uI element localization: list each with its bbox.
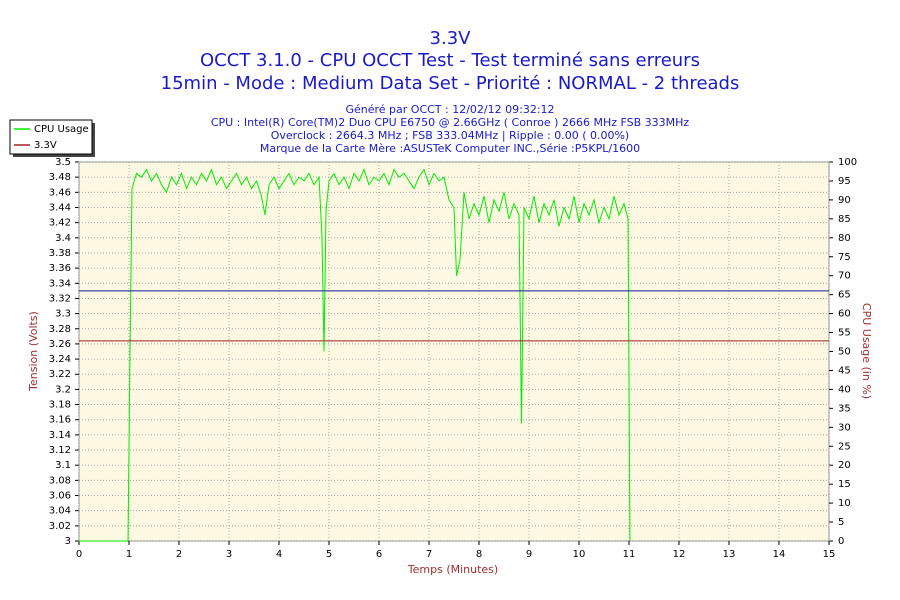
x-tick-label: 6 — [376, 549, 382, 560]
x-tick-label: 15 — [823, 549, 836, 560]
y-tick-label: 3.18 — [49, 400, 71, 411]
y2-tick-label: 45 — [838, 365, 851, 376]
y-tick-label: 3.16 — [49, 415, 71, 426]
subtitle: Marque de la Carte Mère :ASUSTeK Compute… — [260, 142, 640, 155]
y-tick-label: 3.22 — [49, 369, 71, 380]
series-line — [79, 168, 631, 542]
x-tick-label: 8 — [476, 549, 482, 560]
y-tick-label: 3.38 — [49, 248, 71, 259]
x-tick-label: 2 — [176, 549, 182, 560]
legend-label: 3.3V — [34, 140, 57, 151]
y2-tick-label: 65 — [838, 290, 851, 301]
subtitle: Overclock : 2664.3 MHz ; FSB 333.04MHz |… — [271, 129, 629, 142]
chart-title: 15min - Mode : Medium Data Set - Priorit… — [161, 73, 740, 94]
y-tick-label: 3.42 — [49, 218, 71, 229]
y-tick-label: 3.1 — [55, 460, 71, 471]
y-tick-label: 3.06 — [49, 491, 71, 502]
y2-tick-label: 0 — [838, 536, 844, 547]
y2-tick-label: 40 — [838, 384, 851, 395]
x-tick-label: 11 — [623, 549, 636, 560]
x-tick-label: 4 — [276, 549, 282, 560]
y2-tick-label: 25 — [838, 441, 851, 452]
subtitle: CPU : Intel(R) Core(TM)2 Duo CPU E6750 @… — [211, 116, 690, 129]
legend — [9, 119, 93, 155]
y2-tick-label: 70 — [838, 271, 851, 282]
plot-area — [78, 161, 830, 542]
y2-tick-label: 75 — [838, 252, 851, 263]
x-tick-label: 13 — [723, 549, 736, 560]
y-tick-label: 3.24 — [49, 354, 71, 365]
y-tick-label: 3.34 — [49, 278, 71, 289]
legend-label: CPU Usage — [34, 124, 89, 135]
y2-tick-label: 30 — [838, 422, 851, 433]
y2-axis-label: CPU Usage (in %) — [860, 303, 873, 399]
y-tick-label: 3.2 — [55, 384, 71, 395]
x-axis-label: Temps (Minutes) — [407, 563, 498, 576]
y-tick-label: 3.32 — [49, 293, 71, 304]
chart-title: 3.3V — [430, 28, 472, 49]
x-tick-label: 3 — [226, 549, 232, 560]
y-tick-label: 3 — [65, 536, 71, 547]
y-tick-label: 3.14 — [49, 430, 71, 441]
y2-tick-label: 50 — [838, 347, 851, 358]
x-tick-label: 7 — [426, 549, 432, 560]
y-tick-label: 3.28 — [49, 324, 71, 335]
x-tick-label: 10 — [573, 549, 586, 560]
y-tick-label: 3.36 — [49, 263, 71, 274]
subtitle: Généré par OCCT : 12/02/12 09:32:12 — [345, 103, 554, 116]
y2-tick-label: 35 — [838, 403, 851, 414]
y2-tick-label: 10 — [838, 498, 851, 509]
y-tick-label: 3.02 — [49, 521, 71, 532]
y2-tick-label: 90 — [838, 195, 851, 206]
y2-tick-label: 20 — [838, 460, 851, 471]
y-axis-label: Tension (Volts) — [27, 311, 40, 392]
x-tick-label: 5 — [326, 549, 332, 560]
x-tick-label: 0 — [76, 549, 82, 560]
y-tick-label: 3.48 — [49, 172, 71, 183]
chart-title: OCCT 3.1.0 - CPU OCCT Test - Test termin… — [200, 50, 700, 71]
y2-tick-label: 95 — [838, 176, 851, 187]
y2-tick-label: 5 — [838, 517, 844, 528]
x-tick-label: 12 — [673, 549, 686, 560]
y-tick-label: 3.5 — [55, 157, 71, 168]
y-tick-label: 3.4 — [55, 233, 71, 244]
y2-tick-label: 100 — [838, 157, 857, 168]
y-tick-label: 3.26 — [49, 339, 71, 350]
y-tick-label: 3.44 — [49, 202, 71, 213]
y-tick-label: 3.46 — [49, 187, 71, 198]
x-tick-label: 9 — [526, 549, 532, 560]
x-tick-label: 14 — [773, 549, 786, 560]
y2-tick-label: 15 — [838, 479, 851, 490]
y-tick-label: 3.12 — [49, 445, 71, 456]
y-tick-label: 3.08 — [49, 475, 71, 486]
x-tick-label: 1 — [126, 549, 132, 560]
y-tick-label: 3.3 — [55, 309, 71, 320]
y2-tick-label: 55 — [838, 328, 851, 339]
y2-tick-label: 80 — [838, 233, 851, 244]
y2-tick-label: 85 — [838, 214, 851, 225]
y-tick-label: 3.04 — [49, 506, 71, 517]
y2-tick-label: 60 — [838, 309, 851, 320]
